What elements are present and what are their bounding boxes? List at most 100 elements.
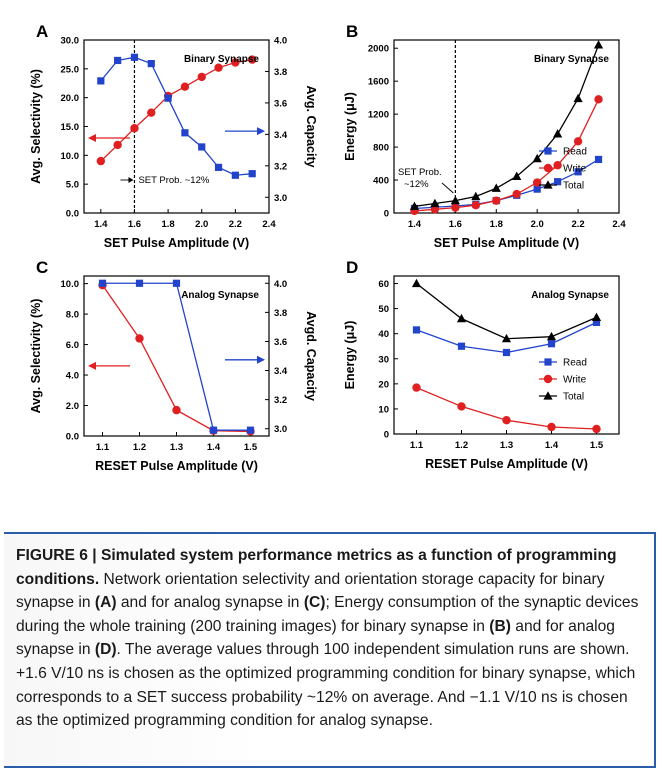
data-point (502, 348, 511, 357)
y2-tick-label: 3.8 (274, 308, 287, 319)
panel-annotation: Binary Synapse (184, 54, 259, 65)
y-tick-label: 30.0 (61, 36, 80, 47)
series-line (100, 58, 253, 162)
data-point (471, 200, 481, 210)
right-axis-arrowhead (257, 127, 265, 136)
x-tick-label: 2.4 (612, 219, 626, 230)
legend-item-read: Read (539, 358, 587, 369)
y-tick-label: 1600 (368, 77, 389, 88)
series-line (100, 56, 253, 176)
series-total (411, 278, 602, 343)
data-point (491, 183, 501, 192)
data-point (231, 171, 239, 179)
plot-frame (393, 39, 620, 214)
data-point (430, 205, 440, 214)
data-point (573, 93, 583, 103)
x-tick-label: 2.0 (531, 219, 544, 230)
data-point (412, 326, 421, 334)
x-tick-label: 1.4 (545, 440, 559, 451)
data-point (430, 198, 440, 208)
data-point (98, 279, 107, 287)
x-tick-label: 2.4 (262, 219, 276, 230)
data-point (512, 171, 522, 180)
y2-tick-label: 3.4 (274, 130, 288, 141)
data-point (501, 333, 512, 343)
y2-tick-label: 3.2 (274, 395, 287, 406)
series-read (412, 318, 601, 357)
data-point (553, 129, 563, 138)
legend-swatch-marker (544, 147, 552, 155)
x-tick-label: 1.5 (590, 440, 604, 451)
plot-frame (83, 39, 270, 214)
y2-tick-label: 3.6 (274, 98, 287, 109)
legend-item-total: Total (539, 180, 584, 192)
vline-label: SET Prob. ~12% (138, 175, 209, 186)
data-point (135, 334, 144, 343)
data-point (533, 185, 541, 193)
data-point (96, 156, 106, 166)
data-point (594, 95, 603, 104)
data-point (532, 153, 542, 163)
data-point (451, 203, 460, 212)
legend-item-write: Write (539, 375, 587, 386)
legend-swatch-marker (543, 163, 553, 173)
data-point (573, 137, 583, 146)
y-axis-label: Energy (μJ) (343, 92, 357, 161)
data-point (247, 55, 257, 64)
legend-label: Read (563, 147, 587, 158)
data-point (130, 53, 139, 61)
data-point (181, 129, 189, 137)
data-point (231, 58, 240, 67)
panel-annotation: Analog Synapse (181, 290, 259, 301)
data-point (594, 155, 603, 164)
caption-title: FIGURE 6 | Simulated system performance … (16, 547, 617, 588)
x-tick-label: 1.8 (161, 219, 174, 230)
y-tick-label: 10 (378, 404, 389, 415)
x-tick-label: 1.4 (207, 442, 221, 453)
y-tick-label: 20 (378, 379, 389, 390)
x-tick-label: 1.6 (128, 219, 141, 230)
data-point (591, 312, 602, 321)
caption-ref-c: (C) (303, 594, 326, 612)
left-axis-arrowhead (88, 361, 96, 370)
data-point (592, 318, 601, 326)
figure-canvas: A 1.4 1.6 1.8 2.0 2.2 2.4 SET Pulse Amplitude (… (29, 22, 626, 473)
data-point (248, 170, 256, 178)
data-point (147, 59, 155, 68)
data-point (450, 195, 460, 205)
caption-text-1: Network orientation selectivity and orie… (16, 570, 605, 612)
y2-axis-label: Avg. Capacity (304, 85, 318, 167)
data-point (113, 140, 122, 150)
chart-panel-c: C 1.1 1.2 1.3 1.4 1.5 RESET Pulse Amplitude (V… (29, 258, 318, 473)
y-tick-label: 60 (378, 279, 389, 290)
caption-ref-b: (B) (489, 617, 511, 635)
data-point (546, 331, 557, 341)
panel-letter: C (36, 258, 48, 277)
data-point (164, 94, 172, 102)
legend-swatch-marker (544, 358, 552, 366)
data-point (471, 191, 481, 201)
panel-annotation: Binary Synapse (534, 54, 609, 65)
left-axis-arrowhead (88, 134, 96, 143)
data-point (198, 143, 206, 151)
legend-item-write: Write (539, 164, 587, 175)
legend-item-read: Read (539, 147, 587, 158)
y-axis-label: Avg. Selectivity (%) (29, 299, 43, 414)
data-point (411, 278, 422, 288)
y-tick-label: 1200 (368, 110, 389, 121)
vline-label-pointer (441, 182, 454, 194)
data-point (547, 340, 556, 348)
legend-swatch-marker (543, 180, 553, 189)
caption-text-5: . The average values through 100 indepen… (16, 641, 636, 730)
y2-tick-label: 4.0 (274, 36, 287, 47)
series-left-axis (98, 280, 255, 436)
x-tick-label: 2.2 (571, 219, 584, 230)
data-point (593, 40, 604, 49)
data-point (97, 77, 105, 85)
data-point (492, 196, 501, 205)
series-line (414, 44, 600, 208)
y-tick-label: 0 (384, 430, 389, 441)
x-tick-label: 1.8 (490, 219, 503, 230)
x-tick-label: 1.4 (94, 219, 108, 230)
